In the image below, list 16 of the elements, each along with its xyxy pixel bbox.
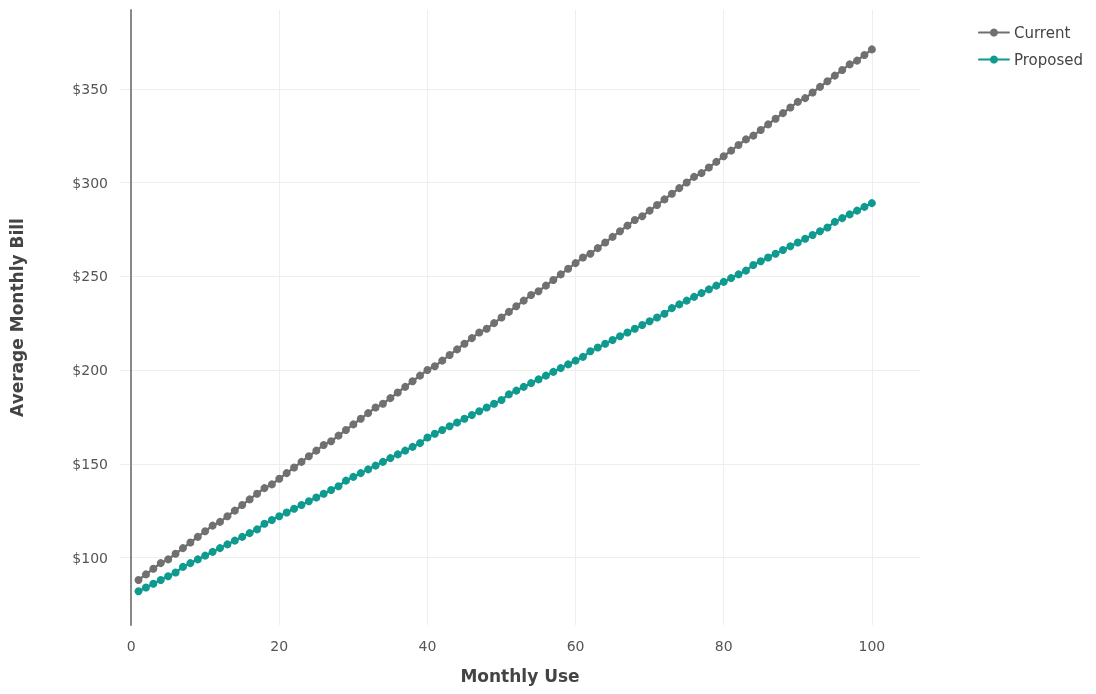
x-tick-label: 100	[858, 638, 886, 654]
x-tick-label: 40	[418, 638, 437, 654]
y-tick-label: $300	[72, 174, 108, 191]
y-tick-label: $250	[72, 268, 108, 285]
legend-label: Current	[1013, 23, 1071, 42]
x-axis-title: Monthly Use	[460, 665, 580, 686]
y-tick-label: $150	[72, 455, 108, 472]
x-tick-label: 60	[566, 638, 585, 654]
y-tick-label: $100	[72, 549, 108, 566]
y-tick-label: $200	[72, 362, 108, 378]
y-tick-label: $350	[72, 80, 108, 97]
y-axis-title: Average Monthly Bill	[6, 218, 27, 417]
legend-label: Proposed	[1013, 50, 1083, 69]
x-tick-label: 20	[270, 638, 289, 654]
x-tick-label: 80	[714, 638, 733, 654]
x-tick-label: 0	[126, 638, 136, 654]
